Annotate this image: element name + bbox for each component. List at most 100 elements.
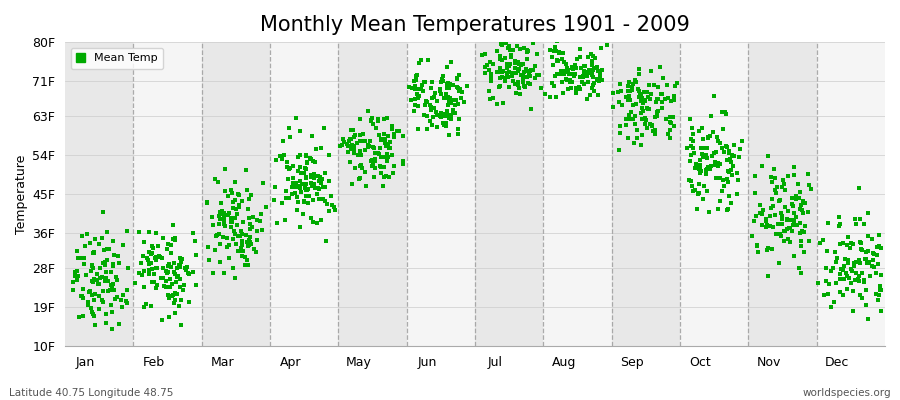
Point (112, 321, 127, 327)
Point (212, 212, 226, 219)
Point (180, 264, 194, 270)
Point (504, 52, 518, 58)
Point (424, 107, 438, 113)
Point (839, 269, 853, 276)
Point (544, 47, 558, 54)
Bar (748, 42, 816, 346)
Point (722, 150, 736, 156)
Point (759, 224, 773, 231)
Point (442, 115, 456, 121)
Point (593, 74, 608, 80)
Point (491, 84, 506, 90)
Point (773, 230, 788, 237)
Point (169, 265, 184, 272)
Point (586, 74, 600, 80)
Point (168, 235, 183, 242)
Point (366, 121, 381, 127)
Point (236, 248, 250, 254)
Point (226, 205, 240, 212)
Point (550, 38, 564, 44)
Point (498, 54, 512, 61)
Point (396, 160, 410, 167)
Point (439, 64, 454, 70)
Point (778, 204, 792, 210)
Point (750, 242, 764, 249)
Point (75, 233, 89, 240)
Point (574, 65, 589, 72)
Point (836, 263, 850, 269)
Point (519, 74, 534, 80)
Point (232, 233, 247, 240)
Point (166, 291, 180, 298)
Point (779, 216, 794, 222)
Point (722, 148, 736, 155)
Point (708, 162, 723, 168)
Point (365, 157, 380, 163)
Point (434, 110, 448, 116)
Point (631, 86, 645, 92)
Point (83, 288, 97, 294)
Point (636, 96, 651, 103)
Point (832, 241, 847, 248)
Point (618, 122, 633, 128)
Point (340, 143, 355, 149)
Point (282, 124, 296, 131)
Point (142, 266, 157, 273)
Point (503, 46, 517, 53)
Point (688, 160, 703, 167)
Point (71, 272, 86, 279)
Point (266, 196, 281, 203)
Point (238, 167, 253, 173)
Point (346, 127, 360, 134)
Point (276, 138, 291, 144)
Point (425, 94, 439, 101)
Point (773, 197, 788, 203)
Point (442, 85, 456, 92)
Point (304, 215, 319, 221)
Point (280, 159, 294, 165)
Point (367, 174, 382, 181)
Point (299, 193, 313, 199)
Point (634, 142, 648, 148)
Point (851, 185, 866, 192)
Point (199, 198, 213, 205)
Point (493, 53, 508, 59)
Point (835, 240, 850, 246)
Point (221, 209, 236, 216)
Point (295, 211, 310, 217)
Point (693, 165, 707, 171)
Point (585, 84, 599, 91)
Point (526, 67, 540, 73)
Point (83, 240, 97, 246)
Point (144, 251, 158, 257)
Point (532, 72, 546, 78)
Point (377, 164, 392, 170)
Point (860, 233, 875, 240)
Point (587, 80, 601, 86)
Point (164, 242, 178, 248)
Point (703, 132, 717, 139)
Point (296, 211, 310, 217)
Point (490, 69, 504, 76)
Point (698, 152, 713, 159)
Point (218, 188, 232, 194)
Point (417, 79, 431, 85)
Point (846, 288, 860, 294)
Point (505, 72, 519, 79)
Point (724, 159, 738, 165)
Point (638, 116, 652, 123)
Point (220, 243, 234, 250)
Point (86, 297, 101, 303)
Point (478, 63, 492, 70)
Point (224, 190, 238, 196)
Point (592, 78, 607, 84)
Point (841, 259, 855, 266)
Point (74, 293, 88, 299)
Point (588, 65, 602, 71)
Point (770, 184, 784, 190)
Point (841, 286, 855, 292)
Point (730, 170, 744, 176)
Point (148, 230, 163, 236)
Point (492, 75, 507, 81)
Point (510, 58, 525, 65)
